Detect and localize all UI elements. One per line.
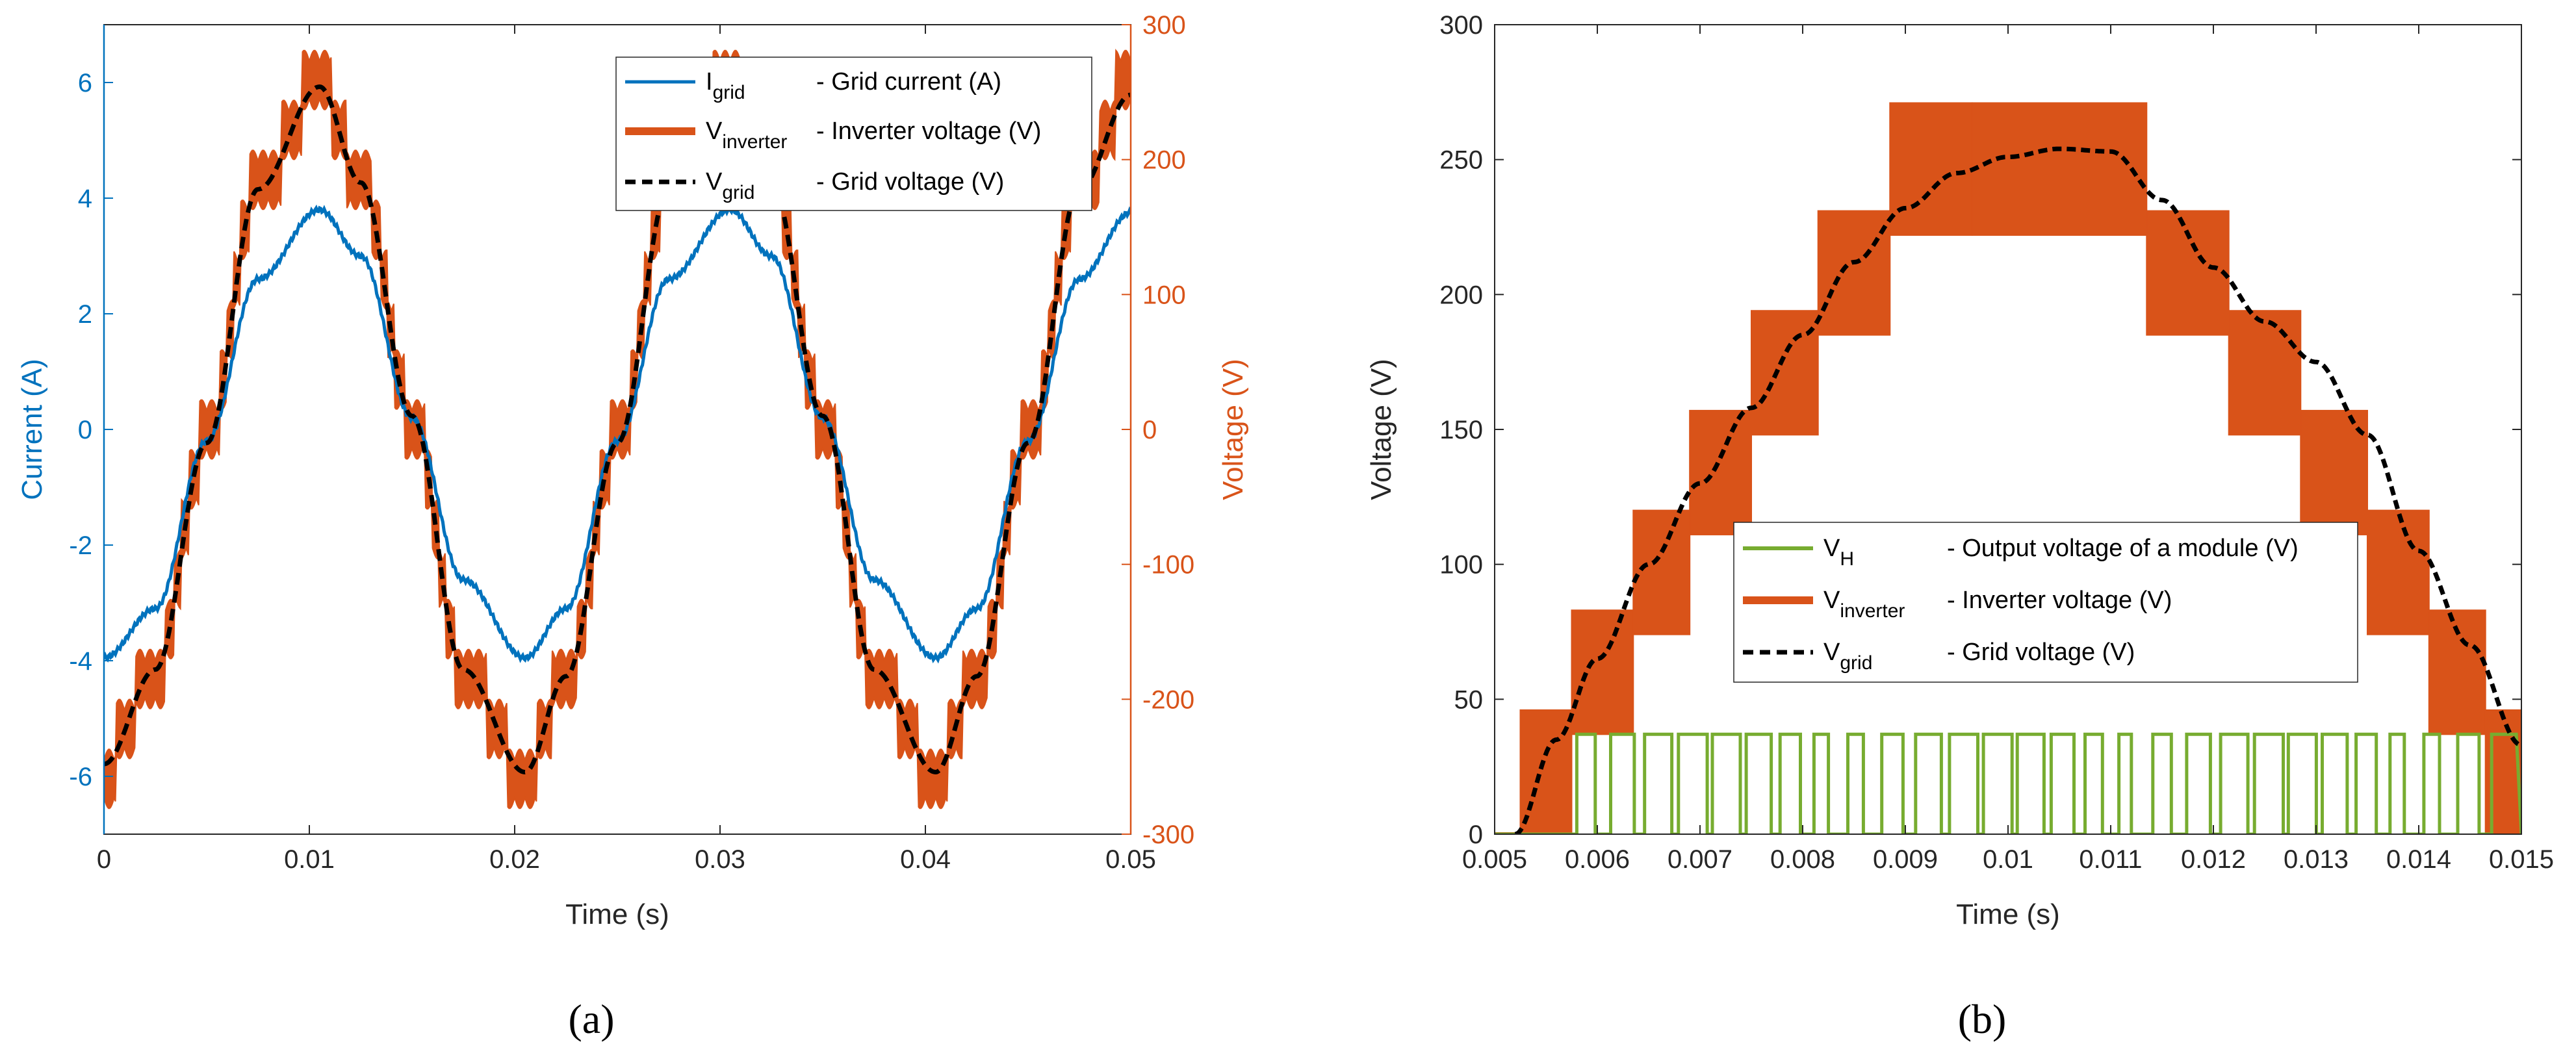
chart-a-y-right-tick-label: 200 <box>1142 146 1186 175</box>
chart-a-x-tick-label: 0.01 <box>284 845 335 874</box>
chart-a-y-left-tick-label: -2 <box>69 531 92 560</box>
chart-a-y-right-label: Voltage (V) <box>1217 359 1249 500</box>
chart-a-x-tick-label: 0.04 <box>900 845 951 874</box>
chart-a-series-vinverter <box>104 49 1131 809</box>
chart-a-y-left-label: Current (A) <box>16 359 48 500</box>
chart-b-y-tick-label: 150 <box>1439 416 1483 444</box>
chart-a-plot-area <box>104 49 1131 809</box>
chart-b-x-tick-label: 0.014 <box>2386 845 2451 874</box>
chart-b-y-tick-label: 100 <box>1439 551 1483 579</box>
chart-b-series-vinverter-step <box>1632 509 1691 635</box>
chart-a-legend-entry-vinverter: Vinverter <box>706 118 787 153</box>
chart-b-series-vinverter-step <box>1571 609 1634 735</box>
chart-a-legend-entry-vgrid: Vgrid <box>706 168 754 203</box>
chart-a-x-tick-label: 0.03 <box>695 845 745 874</box>
chart-b-series-vinverter-step <box>2228 310 2302 436</box>
chart-b: 0.005 0.006 0.007 0.008 0.009 0.01 0.011 0.012 0… <box>1365 11 2554 930</box>
chart-a-x-label: Time (s) <box>565 898 669 930</box>
chart-b-x-label: Time (s) <box>1956 898 2060 930</box>
chart-b-legend-desc-vh: - Output voltage of a module (V) <box>1947 535 2299 562</box>
chart-b-series-vinverter-step <box>1971 102 2148 236</box>
chart-a-y-left-tick-label: 6 <box>78 69 92 97</box>
chart-b-series-vinverter-step <box>2146 210 2230 336</box>
panel-label-b: (b) <box>1958 996 2007 1042</box>
chart-a-y-left-tick-label: 0 <box>78 416 92 444</box>
chart-b-series-vinverter-step <box>1817 210 1891 336</box>
chart-b-series-vinverter-step <box>1889 102 1973 236</box>
chart-b-series-vinverter-step <box>1689 409 1752 535</box>
chart-b-x-tick-label: 0.015 <box>2489 845 2554 874</box>
chart-a-y-right-tick-label: 100 <box>1142 281 1186 309</box>
chart-a-legend-desc-vgrid: - Grid voltage (V) <box>816 168 1004 196</box>
chart-b-series-vgrid <box>1514 146 2521 834</box>
chart-b-series-vh <box>1495 732 2521 834</box>
chart-b-y-tick-label: 300 <box>1439 11 1483 40</box>
chart-b-legend-entry-vinverter: Vinverter <box>1823 587 1905 622</box>
chart-a-y-left-tick-label: -6 <box>69 763 92 791</box>
chart-b-ticks: 0.005 0.006 0.007 0.008 0.009 0.01 0.011 0.012 0… <box>1439 11 2554 874</box>
chart-b-y-tick-label: 0 <box>1469 821 1483 849</box>
chart-b-y-tick-label: 50 <box>1454 685 1484 714</box>
chart-b-x-tick-label: 0.006 <box>1565 845 1630 874</box>
chart-a-series-igrid <box>104 203 1131 664</box>
chart-a-x-tick-label: 0.05 <box>1105 845 1156 874</box>
chart-b-plot-area <box>1495 102 2521 834</box>
chart-b-x-tick-label: 0.01 <box>1983 845 2033 874</box>
chart-a-y-right-tick-label: -200 <box>1142 685 1194 714</box>
chart-a-legend-entry-igrid: Igrid <box>706 68 745 103</box>
chart-a-y-right-tick-label: -300 <box>1142 821 1194 849</box>
chart-a-y-right-tick-label: -100 <box>1142 551 1194 579</box>
chart-a-series-vgrid <box>104 84 1131 775</box>
chart-a-y-left-tick-label: 2 <box>78 300 92 329</box>
chart-b-series-vinverter-step <box>2300 409 2369 535</box>
chart-b-x-tick-label: 0.011 <box>2079 845 2142 874</box>
chart-b-series-vinverter-step <box>2367 509 2430 635</box>
chart-b-legend-desc-vinverter: - Inverter voltage (V) <box>1947 587 2172 614</box>
chart-b-legend-entry-vh: VH <box>1823 535 1854 570</box>
chart-b-series-vinverter-step <box>1751 310 1819 436</box>
chart-a-y-left-tick-label: 4 <box>78 185 92 213</box>
chart-b-x-tick-label: 0.013 <box>2284 845 2349 874</box>
chart-a: 0 0.01 0.02 0.03 0.04 0.05 -6 -4 -2 0 2 4 6 -300 -200 -… <box>16 11 1249 930</box>
chart-b-x-tick-label: 0.007 <box>1668 845 1732 874</box>
chart-b-legend-entry-vgrid: Vgrid <box>1823 639 1872 674</box>
chart-b-x-tick-label: 0.008 <box>1770 845 1835 874</box>
panel-label-a: (a) <box>568 996 614 1042</box>
chart-b-legend-box <box>1733 522 2358 683</box>
chart-b-y-tick-label: 200 <box>1439 281 1483 309</box>
chart-a-ticks: 0 0.01 0.02 0.03 0.04 0.05 -6 -4 -2 0 2 4 6 -300 -200 -… <box>69 11 1194 874</box>
chart-a-y-left-tick-label: -4 <box>69 647 92 676</box>
chart-b-x-tick-label: 0.005 <box>1462 845 1527 874</box>
chart-a-legend-desc-vinverter: - Inverter voltage (V) <box>816 118 1041 145</box>
chart-b-y-tick-label: 250 <box>1439 146 1483 175</box>
chart-a-x-tick-label: 0 <box>97 845 111 874</box>
chart-a-legend: Igrid - Grid current (A) Vinverter - Inv… <box>615 57 1092 211</box>
chart-a-y-right-tick-label: 0 <box>1142 416 1157 444</box>
chart-b-x-tick-label: 0.012 <box>2181 845 2246 874</box>
chart-b-x-tick-label: 0.009 <box>1873 845 1938 874</box>
chart-b-legend: VH - Output voltage of a module (V) Vinv… <box>1733 522 2358 683</box>
chart-a-y-right-tick-label: 300 <box>1142 11 1186 40</box>
chart-a-x-tick-label: 0.02 <box>489 845 540 874</box>
chart-a-legend-desc-igrid: - Grid current (A) <box>816 68 1001 96</box>
chart-b-y-label: Voltage (V) <box>1365 359 1397 500</box>
chart-b-legend-desc-vgrid: - Grid voltage (V) <box>1947 639 2135 666</box>
